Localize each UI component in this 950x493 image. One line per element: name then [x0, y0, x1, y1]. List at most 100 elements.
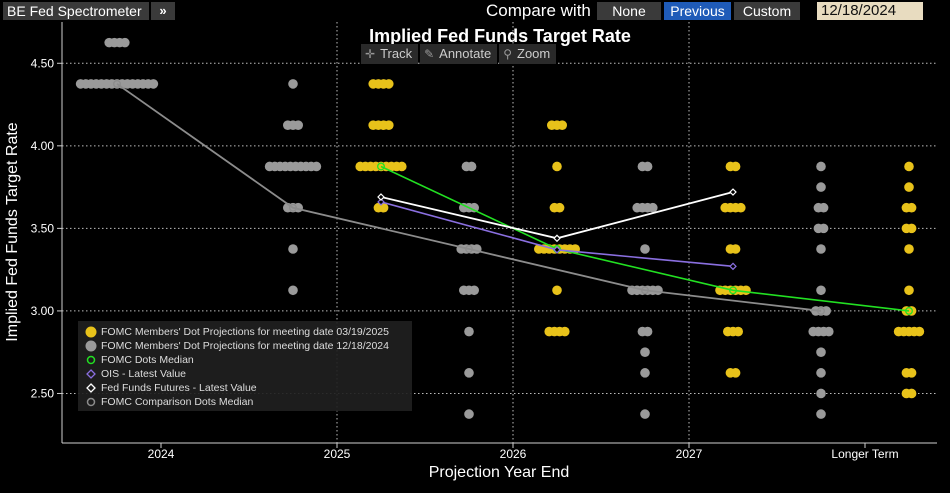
compare-custom-button[interactable]: Custom — [734, 2, 800, 20]
expand-button[interactable]: » — [151, 2, 175, 20]
previous-dot — [120, 37, 130, 48]
series-marker-3 — [113, 79, 121, 88]
zoom-button[interactable]: ⚲ Zoom — [499, 44, 557, 64]
annotate-button[interactable]: ✎ Annotate — [420, 44, 498, 64]
purple-diamond-icon — [84, 368, 98, 380]
legend-item-previous-dots[interactable]: FOMC Members' Dot Projections for meetin… — [84, 339, 389, 353]
previous-dot — [469, 202, 480, 213]
current-dot — [904, 244, 914, 254]
y-axis-title: Implied Fed Funds Target Rate — [4, 122, 21, 341]
previous-dot — [469, 285, 480, 296]
legend-label: OIS - Latest Value — [101, 368, 187, 380]
previous-dot — [640, 409, 650, 419]
y-tick-label: 2.50 — [31, 386, 55, 400]
y-tick-label: 4.00 — [31, 139, 55, 153]
previous-dot — [816, 409, 826, 419]
series-marker-2 — [377, 193, 385, 201]
app-title[interactable]: BE Fed Spectrometer — [3, 2, 149, 20]
legend-label: FOMC Dots Median — [101, 354, 194, 366]
previous-dot — [288, 285, 298, 296]
current-dot — [384, 79, 394, 89]
series-marker-2 — [553, 234, 561, 243]
y-tick-label: 3.00 — [31, 304, 55, 318]
top-bar: BE Fed Spectrometer » Compare with None … — [0, 0, 950, 22]
previous-dot — [311, 161, 322, 172]
white-diamond-icon — [84, 382, 98, 394]
series-marker-3 — [465, 245, 473, 253]
legend-label: FOMC Members' Dot Projections for meetin… — [101, 326, 389, 338]
previous-dot — [464, 368, 474, 378]
previous-dot — [466, 161, 477, 172]
chart-toolbar: ✛ Track ✎ Annotate ⚲ Zoom — [361, 44, 558, 64]
current-dot — [906, 306, 917, 316]
series-line-3 — [116, 83, 822, 312]
legend-label: Fed Funds Futures - Latest Value — [101, 382, 257, 394]
current-dot — [560, 326, 570, 337]
series-marker-1 — [729, 262, 737, 271]
gray-dot-icon — [84, 340, 98, 352]
chart-title: Implied Fed Funds Target Rate — [369, 26, 631, 46]
series-marker-0 — [729, 286, 737, 295]
legend-item-futures[interactable]: Fed Funds Futures - Latest Value — [84, 381, 257, 395]
zoom-label: Zoom — [517, 46, 551, 61]
previous-dot — [816, 368, 826, 378]
crosshair-icon: ✛ — [365, 47, 376, 61]
current-dot — [557, 120, 567, 130]
previous-dot — [818, 202, 829, 213]
current-dot — [384, 120, 394, 130]
annotate-label: Annotate — [439, 46, 492, 61]
current-dot — [730, 161, 741, 172]
previous-dot — [464, 326, 474, 337]
series-marker-3 — [641, 286, 649, 295]
current-dot — [741, 285, 751, 296]
current-dot — [904, 285, 914, 296]
current-dot — [906, 388, 917, 399]
current-dot — [736, 202, 746, 213]
compare-previous-button[interactable]: Previous — [664, 2, 731, 20]
legend-item-ois[interactable]: OIS - Latest Value — [84, 367, 186, 381]
previous-dot — [816, 182, 826, 192]
gray-ring-icon — [84, 396, 98, 408]
previous-dot — [816, 161, 826, 172]
magnifier-icon: ⚲ — [503, 47, 512, 61]
x-tick-label: 2027 — [676, 447, 703, 461]
current-dot — [904, 182, 914, 192]
previous-dot — [642, 161, 653, 172]
current-dot — [914, 326, 925, 337]
previous-dot — [640, 244, 650, 254]
pencil-icon: ✎ — [424, 47, 435, 61]
series-marker-2 — [729, 188, 737, 196]
previous-dot — [653, 285, 663, 296]
track-label: Track — [380, 46, 413, 61]
compare-date-input[interactable] — [817, 2, 923, 20]
series-line-0 — [380, 165, 910, 312]
legend-label: FOMC Members' Dot Projections for meetin… — [101, 340, 389, 352]
x-tick-label: 2025 — [324, 447, 351, 461]
legend-item-comparison-median[interactable]: FOMC Comparison Dots Median — [84, 395, 253, 409]
current-dot — [552, 161, 562, 172]
previous-dot — [818, 223, 829, 234]
series-marker-0 — [905, 306, 913, 315]
x-axis-title: Projection Year End — [429, 464, 570, 481]
previous-dot — [293, 120, 304, 130]
previous-dot — [816, 347, 826, 357]
compare-none-button[interactable]: None — [597, 2, 661, 20]
legend-item-current-dots[interactable]: FOMC Members' Dot Projections for meetin… — [84, 325, 389, 339]
previous-dot — [648, 202, 658, 213]
current-dot — [552, 285, 562, 296]
current-dot — [730, 244, 741, 254]
y-tick-label: 3.50 — [31, 221, 55, 235]
x-tick-label: 2024 — [148, 447, 175, 461]
current-dot — [730, 368, 741, 378]
previous-dot — [824, 326, 834, 337]
current-dot — [906, 368, 917, 378]
current-dot — [906, 202, 917, 213]
series-line-2 — [380, 191, 734, 240]
previous-dot — [288, 244, 298, 254]
previous-dot — [464, 409, 474, 419]
x-tick-label: Longer Term — [831, 447, 898, 461]
track-button[interactable]: ✛ Track — [361, 44, 419, 64]
current-dot — [397, 161, 407, 172]
legend-item-dots-median[interactable]: FOMC Dots Median — [84, 353, 194, 367]
